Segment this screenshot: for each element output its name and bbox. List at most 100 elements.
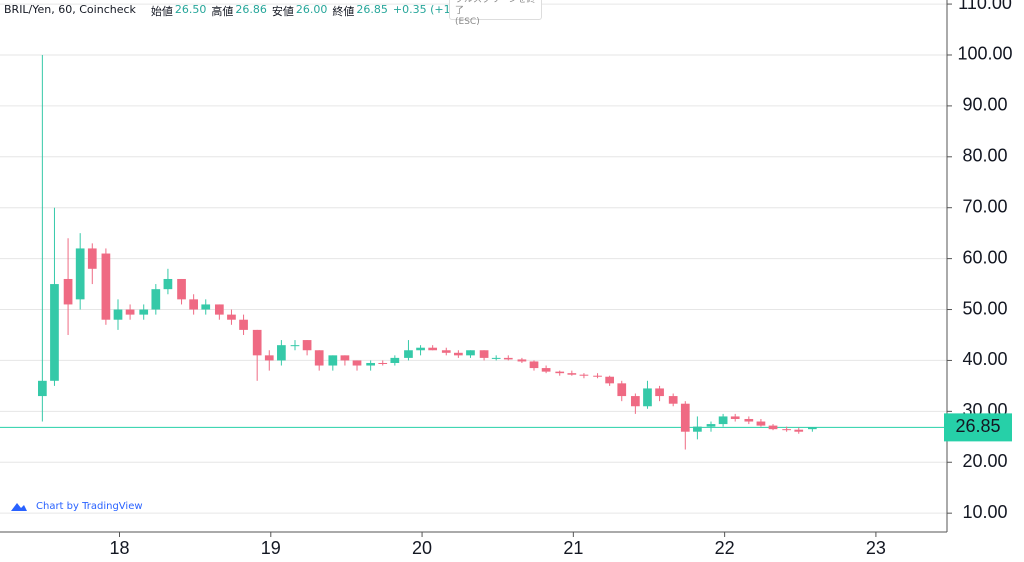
candle-body: [177, 278, 186, 300]
x-tick-label: 18: [109, 538, 129, 558]
stat-value: 26.00: [295, 3, 328, 16]
x-tick-label: 20: [412, 538, 432, 558]
candle-body: [730, 416, 740, 419]
candle-body: [491, 357, 501, 359]
candle-body: [454, 352, 463, 356]
candle-body: [567, 373, 577, 375]
y-tick-label: 100.00: [957, 44, 1012, 64]
stat-value: 26.86: [235, 3, 267, 16]
candle-body: [782, 429, 792, 431]
candle-body: [479, 350, 489, 358]
candle-body: [768, 425, 778, 430]
stat-label: 終値: [332, 5, 355, 18]
legend-header: BRIL/Yen, 60, Coincheck 始値 26.50 高値 26.86 …: [4, 3, 483, 19]
fullscreen-tooltip: フルスクリーンを終了 (ESC): [449, 0, 542, 27]
last-price-box: [944, 413, 1012, 442]
tv-logo: [11, 503, 27, 511]
candle-body: [139, 309, 149, 315]
candle-body: [503, 357, 513, 360]
stat: 終値 26.85: [332, 3, 388, 19]
candle-body: [252, 329, 262, 356]
candle-body: [466, 350, 475, 356]
candle-body: [794, 429, 804, 432]
candle-body: [541, 368, 551, 372]
candle-body: [593, 375, 602, 377]
candle-body: [416, 347, 425, 351]
stat: 始値 26.50: [151, 3, 207, 19]
candle-body: [366, 362, 375, 366]
candle-body: [239, 319, 248, 330]
candle-body: [378, 362, 388, 364]
candle-body: [314, 350, 324, 366]
candle-body: [617, 383, 627, 397]
candle-body: [50, 284, 59, 381]
candle-body: [189, 299, 198, 310]
candle-body: [101, 253, 111, 320]
candle-body: [693, 426, 702, 432]
candle-body: [38, 380, 47, 397]
candle-body: [125, 309, 135, 315]
candle-body: [643, 388, 652, 407]
candle-body: [227, 314, 236, 320]
candle-body: [340, 355, 350, 361]
candle-body: [706, 424, 716, 427]
tooltip-text: フルスクリーンを終了: [455, 0, 536, 16]
symbol: BRIL/Yen, 60, Coincheck: [4, 3, 136, 16]
candle-body: [264, 355, 274, 361]
attribution[interactable]: Chart by TradingView: [10, 500, 143, 512]
attribution-text[interactable]: Chart by TradingView: [36, 500, 143, 512]
x-tick-label: 19: [261, 538, 281, 558]
candle-body: [631, 396, 640, 407]
stat: 高値 26.86: [211, 3, 267, 19]
y-tick-label: 80.00: [962, 146, 1007, 166]
stat-value: 26.50: [174, 3, 207, 16]
candle-body: [113, 309, 123, 320]
candle-body: [352, 360, 362, 366]
candle-body: [302, 340, 312, 351]
candle-body: [668, 396, 678, 404]
candle-body: [680, 403, 690, 432]
x-tick-label: 21: [563, 538, 583, 558]
candle-body: [390, 357, 400, 363]
candle-body: [277, 345, 286, 361]
candle-body: [151, 289, 161, 310]
y-tick-label: 20.00: [962, 451, 1007, 471]
x-tick-label: 22: [715, 538, 735, 558]
y-tick-label: 90.00: [962, 95, 1007, 115]
candle-body: [529, 361, 539, 369]
candle-body: [517, 359, 527, 362]
last-price-label: 26.85: [955, 416, 1000, 436]
candle-body: [404, 350, 413, 358]
tooltip-key: (ESC): [455, 17, 480, 27]
candle-body: [290, 345, 300, 347]
stat: 安値 26.00: [272, 3, 328, 19]
candle-body: [579, 374, 589, 376]
y-tick-label: 40.00: [962, 349, 1007, 369]
y-tick-label: 50.00: [962, 298, 1007, 318]
candle-body: [201, 304, 211, 310]
candle-body: [605, 376, 615, 384]
candle-body: [328, 355, 338, 366]
candle-body: [655, 388, 664, 397]
candle-body: [555, 371, 565, 374]
candle-body: [428, 347, 438, 351]
candle-body: [744, 418, 754, 422]
candle-body: [87, 248, 97, 269]
candle-body: [718, 416, 728, 425]
candle-body: [214, 304, 224, 315]
stat-label: 安値: [271, 5, 294, 18]
candle-body: [756, 421, 766, 426]
candle-body: [808, 427, 817, 430]
stat-value: 26.85: [356, 3, 388, 16]
candle-body: [441, 350, 451, 353]
stat-label: 高値: [211, 5, 234, 18]
y-tick-label: 60.00: [962, 247, 1007, 267]
y-tick-label: 70.00: [962, 196, 1007, 216]
y-tick-label: 110.00: [958, 0, 1012, 13]
y-tick-label: 10.00: [962, 502, 1007, 522]
candle-body: [75, 248, 85, 300]
stat-label: 始値: [150, 5, 173, 18]
candle-body: [63, 278, 73, 305]
